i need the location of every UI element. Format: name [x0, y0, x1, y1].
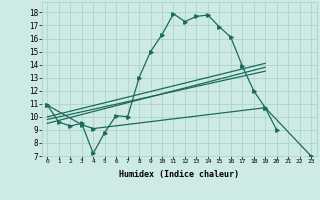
X-axis label: Humidex (Indice chaleur): Humidex (Indice chaleur): [119, 170, 239, 179]
